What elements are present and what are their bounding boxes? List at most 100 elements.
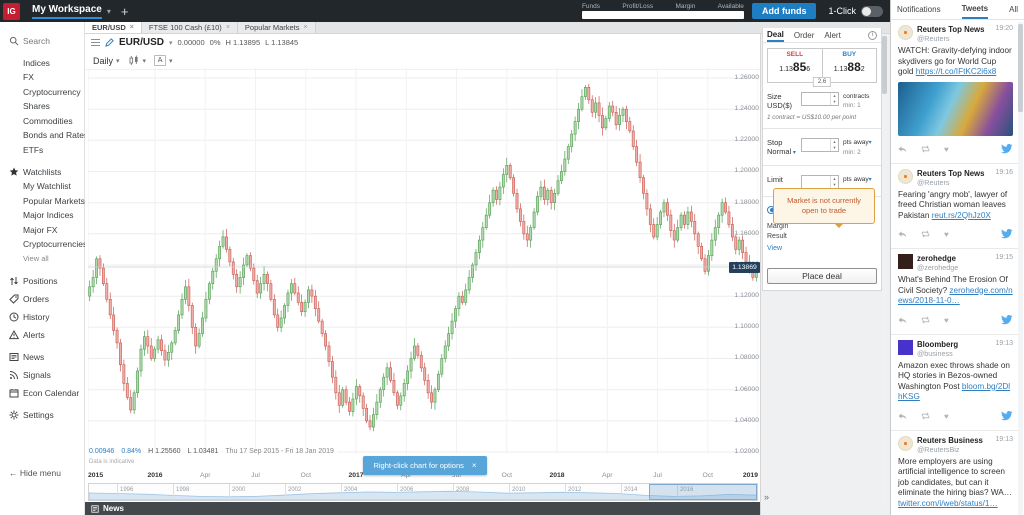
sidebar-item-history[interactable]: History bbox=[9, 312, 84, 322]
like-icon[interactable]: ♥ bbox=[944, 411, 949, 421]
indicator-dropdown[interactable]: A ▾ bbox=[154, 55, 173, 66]
twitter-icon[interactable] bbox=[1001, 314, 1013, 325]
retweet-button[interactable] bbox=[920, 315, 931, 326]
retweet-button[interactable] bbox=[920, 144, 931, 155]
reply-icon[interactable] bbox=[898, 230, 907, 238]
new-workspace-button[interactable]: + bbox=[120, 3, 129, 19]
retweet-button[interactable] bbox=[920, 230, 931, 240]
sidebar-item-watchlists[interactable]: Watchlists bbox=[9, 167, 84, 177]
sidebar-item-major-indices[interactable]: Major Indices bbox=[9, 210, 84, 220]
add-funds-button[interactable]: Add funds bbox=[751, 3, 817, 19]
twitter-icon[interactable] bbox=[1001, 229, 1013, 239]
chart-menu-icon[interactable] bbox=[91, 38, 100, 48]
stop-unit-dropdown[interactable]: pts away▾ bbox=[843, 139, 872, 146]
sidebar-item-alerts[interactable]: Alerts bbox=[9, 329, 84, 340]
retweet-icon[interactable] bbox=[920, 144, 931, 153]
sell-button[interactable]: SELL 1.13856 bbox=[768, 49, 823, 82]
like-icon[interactable]: ♥ bbox=[944, 315, 949, 325]
sidebar-item-my-watchlist[interactable]: My Watchlist bbox=[9, 181, 84, 191]
stop-stepper[interactable]: ▴ ▾ bbox=[830, 139, 838, 151]
twitter-bird-icon[interactable] bbox=[1001, 226, 1013, 244]
limit-input[interactable]: ▴ ▾ bbox=[801, 175, 839, 189]
tweet-link[interactable]: reut.rs/2QhJz0X bbox=[931, 210, 991, 220]
sidebar-item-cryptocurrencies[interactable]: Cryptocurrencies bbox=[9, 239, 87, 249]
candlestick-chart[interactable] bbox=[88, 68, 758, 460]
like-icon[interactable]: ♥ bbox=[944, 230, 949, 239]
chart-navigator[interactable]: 1996 1998 2000 2002 2004 2006 2008 2010 2012 2014… bbox=[88, 483, 758, 501]
retweet-button[interactable] bbox=[920, 411, 931, 422]
twitter-icon[interactable] bbox=[1001, 410, 1013, 421]
sidebar-item-fx[interactable]: FX bbox=[9, 72, 84, 82]
tab-notifications[interactable]: Notifications bbox=[897, 5, 941, 14]
market-tab-eur-usd[interactable]: EUR/USD × bbox=[85, 22, 142, 33]
sidebar-item-etfs[interactable]: ETFs bbox=[9, 145, 84, 155]
edit-pencil-icon[interactable] bbox=[105, 38, 114, 47]
retweet-icon[interactable] bbox=[920, 315, 931, 324]
twitter-icon[interactable] bbox=[1001, 143, 1013, 154]
reply-icon[interactable] bbox=[898, 412, 907, 420]
like-icon[interactable]: ♥ bbox=[944, 144, 949, 154]
sidebar-item-news[interactable]: News bbox=[9, 352, 84, 362]
view-link[interactable]: View bbox=[767, 245, 783, 252]
twitter-bird-icon[interactable] bbox=[1001, 408, 1013, 426]
tab-deal[interactable]: Deal bbox=[767, 28, 784, 42]
collapse-panel-icon[interactable]: » bbox=[764, 492, 770, 502]
sidebar-item-popular-markets[interactable]: Popular Markets bbox=[9, 196, 85, 206]
tab-order[interactable]: Order bbox=[793, 30, 815, 40]
limit-field[interactable] bbox=[802, 176, 830, 188]
tab-tweets[interactable]: Tweets bbox=[961, 0, 989, 19]
timeframe-dropdown[interactable]: Daily ▾ bbox=[93, 55, 120, 66]
sidebar-item-econ-calendar[interactable]: Econ Calendar↗ bbox=[9, 388, 91, 398]
deal-panel-scrollbar[interactable] bbox=[882, 36, 887, 501]
buy-button[interactable]: BUY 1.13882 bbox=[823, 49, 877, 82]
tweet-link[interactable]: https://t.co/IFtKC2i6x8 bbox=[915, 67, 997, 76]
size-stepper[interactable]: ▴ ▾ bbox=[830, 93, 838, 105]
reply-button[interactable] bbox=[898, 145, 907, 155]
reply-button[interactable] bbox=[898, 412, 907, 422]
place-deal-button[interactable]: Place deal bbox=[767, 268, 877, 284]
navigator-selection[interactable] bbox=[649, 484, 757, 500]
twitter-bird-icon[interactable] bbox=[1001, 141, 1013, 159]
stop-input[interactable]: ▴ ▾ bbox=[801, 138, 839, 152]
sidebar-item-bonds-and-rates[interactable]: Bonds and Rates bbox=[9, 130, 88, 140]
reply-button[interactable] bbox=[898, 316, 907, 326]
reply-icon[interactable] bbox=[898, 145, 907, 153]
tweets-scrollbar[interactable] bbox=[1018, 22, 1023, 515]
close-icon[interactable]: × bbox=[471, 461, 477, 470]
retweet-icon[interactable] bbox=[920, 411, 931, 420]
tweet-link[interactable]: twitter.com/i/web/status/1… bbox=[898, 498, 998, 508]
info-icon[interactable]: i bbox=[868, 30, 877, 40]
tweet-link[interactable]: bloom.bg/2DlhKSG bbox=[898, 381, 1011, 402]
market-tab-ftse-100-cash-10-[interactable]: FTSE 100 Cash (£10) × bbox=[141, 22, 238, 33]
hide-menu-button[interactable]: ← Hide menu bbox=[9, 468, 61, 478]
chevron-down-icon[interactable]: ▾ bbox=[169, 39, 173, 47]
market-tab-popular-markets[interactable]: Popular Markets × bbox=[237, 22, 316, 33]
reply-icon[interactable] bbox=[898, 316, 907, 324]
sidebar-item-cryptocurrency[interactable]: Cryptocurrency bbox=[9, 87, 84, 97]
close-icon[interactable]: × bbox=[129, 24, 134, 31]
sidebar-item-view-all[interactable]: View all bbox=[9, 254, 84, 263]
chart-type-dropdown[interactable]: ▾ bbox=[128, 55, 146, 66]
limit-stepper[interactable]: ▴ ▾ bbox=[830, 176, 838, 188]
sidebar-item-major-fx[interactable]: Major FX bbox=[9, 225, 84, 235]
sidebar-item-orders[interactable]: Orders bbox=[9, 294, 84, 304]
workspace-tab[interactable]: My Workspace bbox=[32, 4, 102, 19]
size-input[interactable]: ▴ ▾ bbox=[801, 92, 839, 106]
tweet-image[interactable] bbox=[898, 81, 1013, 136]
sidebar-item-indices[interactable]: Indices bbox=[9, 58, 84, 68]
news-panel-header[interactable]: News bbox=[85, 502, 760, 515]
one-click-toggle[interactable] bbox=[860, 5, 883, 17]
close-icon[interactable]: × bbox=[225, 24, 230, 31]
chevron-down-icon[interactable]: ▾ bbox=[106, 6, 111, 16]
sidebar-item-signals[interactable]: Signals bbox=[9, 370, 84, 380]
sidebar-item-search[interactable]: Search bbox=[9, 36, 84, 46]
reply-button[interactable] bbox=[898, 230, 907, 240]
size-field[interactable] bbox=[802, 93, 830, 105]
sidebar-item-positions[interactable]: Positions bbox=[9, 276, 84, 286]
retweet-icon[interactable] bbox=[920, 230, 931, 238]
stop-field[interactable] bbox=[802, 139, 830, 151]
tab-all[interactable]: All bbox=[1009, 5, 1018, 14]
sidebar-item-commodities[interactable]: Commodities bbox=[9, 116, 84, 126]
sidebar-item-settings[interactable]: Settings bbox=[9, 410, 84, 420]
tab-alert[interactable]: Alert bbox=[824, 30, 841, 40]
